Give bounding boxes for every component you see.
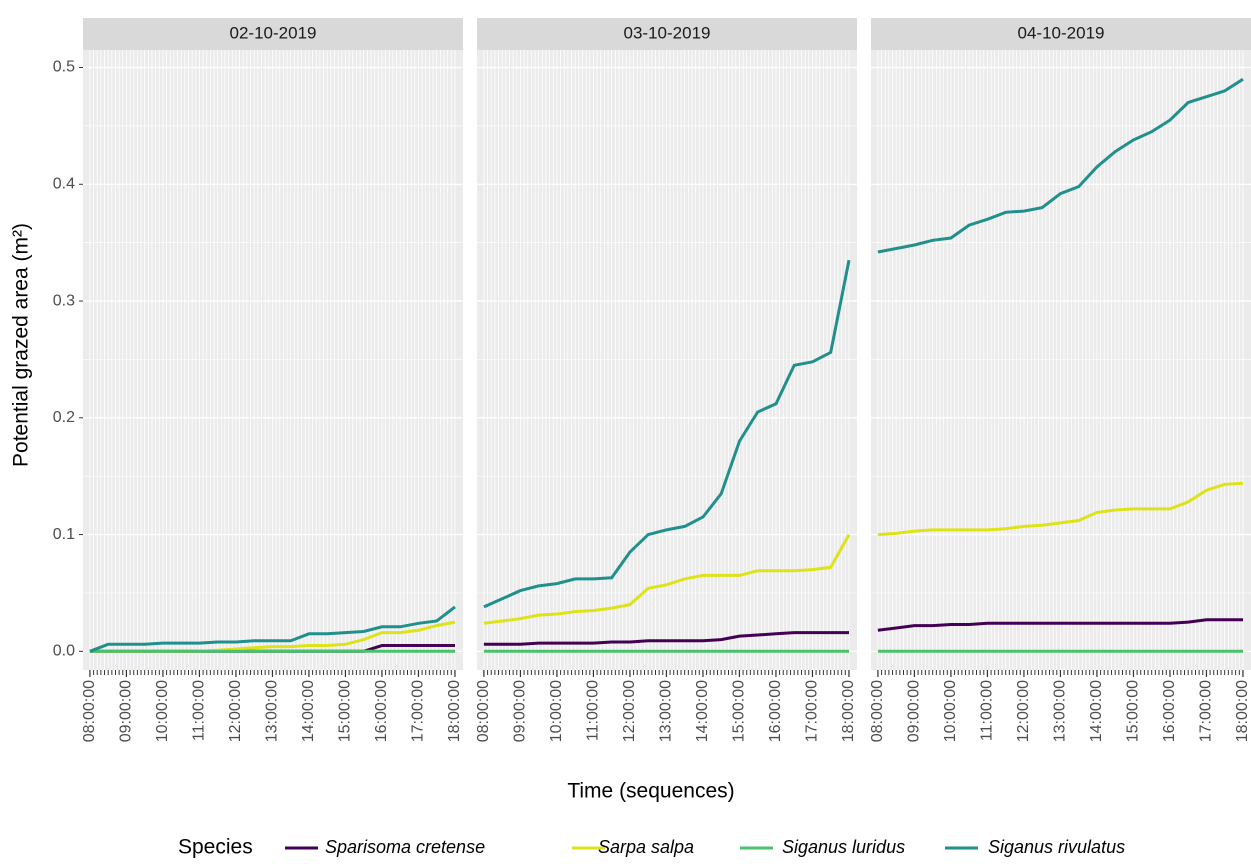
- x-tick-label: 18:00:00: [1234, 680, 1251, 742]
- strip: [477, 18, 857, 50]
- strip-label: 02-10-2019: [230, 23, 317, 42]
- series-line: [483, 259, 851, 609]
- x-tick-label: 10:00:00: [154, 680, 171, 742]
- x-tick-label: 09:00:00: [118, 680, 135, 742]
- x-tick-label: 14:00:00: [694, 680, 711, 742]
- x-tick-label: 13:00:00: [658, 680, 675, 742]
- x-tick-label: 10:00:00: [548, 680, 565, 742]
- x-tick-label: 11:00:00: [585, 680, 602, 741]
- strip-label: 04-10-2019: [1018, 23, 1105, 42]
- y-tick-label: 0.4: [53, 175, 75, 192]
- x-tick-label: 14:00:00: [300, 680, 317, 742]
- y-tick-label: 0.1: [53, 526, 75, 543]
- legend-label: Sarpa salpa: [598, 837, 694, 857]
- y-tick-label: 0.3: [53, 292, 75, 309]
- panel-background: [477, 50, 857, 670]
- x-tick-label: 09:00:00: [512, 680, 529, 742]
- x-tick-label: 12:00:00: [227, 680, 244, 742]
- legend-title: Species: [178, 836, 253, 859]
- x-tick-label: 15:00:00: [337, 680, 354, 742]
- series-line: [877, 77, 1244, 254]
- x-tick-label: 18:00:00: [840, 680, 857, 742]
- strip: [871, 18, 1251, 50]
- x-tick-label: 14:00:00: [1088, 680, 1105, 742]
- y-tick-label: 0.5: [53, 59, 75, 76]
- legend-label: Siganus luridus: [782, 837, 905, 857]
- y-tick-label: 0.2: [53, 409, 75, 426]
- x-tick-label: 16:00:00: [1161, 680, 1178, 742]
- x-tick-label: 08:00:00: [869, 680, 886, 742]
- series-line: [877, 618, 1243, 632]
- x-tick-label: 18:00:00: [446, 680, 463, 742]
- x-tick-label: 15:00:00: [731, 680, 748, 742]
- x-axis-label: Time (sequences): [567, 780, 734, 803]
- series-line: [483, 533, 851, 625]
- x-tick-label: 12:00:00: [1015, 680, 1032, 742]
- panel-background: [83, 50, 463, 670]
- x-tick-label: 16:00:00: [767, 680, 784, 742]
- series-line: [877, 481, 1244, 537]
- legend-label: Siganus rivulatus: [988, 837, 1125, 857]
- y-axis-label: Potential grazed area (m²): [10, 223, 33, 467]
- x-tick-label: 17:00:00: [410, 680, 427, 742]
- x-tick-label: 15:00:00: [1125, 680, 1142, 742]
- x-tick-label: 08:00:00: [475, 680, 492, 742]
- x-tick-label: 08:00:00: [81, 680, 98, 742]
- x-tick-label: 09:00:00: [906, 680, 923, 742]
- x-tick-label: 12:00:00: [621, 680, 638, 742]
- y-tick-label: 0.0: [53, 643, 75, 660]
- legend-label: Sparisoma cretense: [325, 837, 485, 857]
- x-tick-label: 17:00:00: [804, 680, 821, 742]
- strip-label: 03-10-2019: [624, 23, 711, 42]
- series-line: [483, 631, 849, 646]
- series-line: [89, 605, 456, 653]
- x-tick-label: 13:00:00: [1052, 680, 1069, 742]
- x-tick-label: 11:00:00: [191, 680, 208, 741]
- x-tick-label: 11:00:00: [979, 680, 996, 741]
- x-tick-label: 16:00:00: [373, 680, 390, 742]
- x-tick-label: 13:00:00: [264, 680, 281, 742]
- x-tick-label: 10:00:00: [942, 680, 959, 742]
- x-tick-label: 17:00:00: [1198, 680, 1215, 742]
- panel-background: [871, 50, 1251, 670]
- strip: [83, 18, 463, 50]
